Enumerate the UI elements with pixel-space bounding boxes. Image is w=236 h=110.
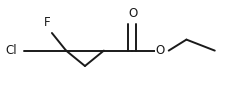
- Text: Cl: Cl: [5, 44, 17, 57]
- Text: F: F: [44, 16, 51, 29]
- Text: O: O: [129, 7, 138, 20]
- Text: O: O: [156, 44, 165, 57]
